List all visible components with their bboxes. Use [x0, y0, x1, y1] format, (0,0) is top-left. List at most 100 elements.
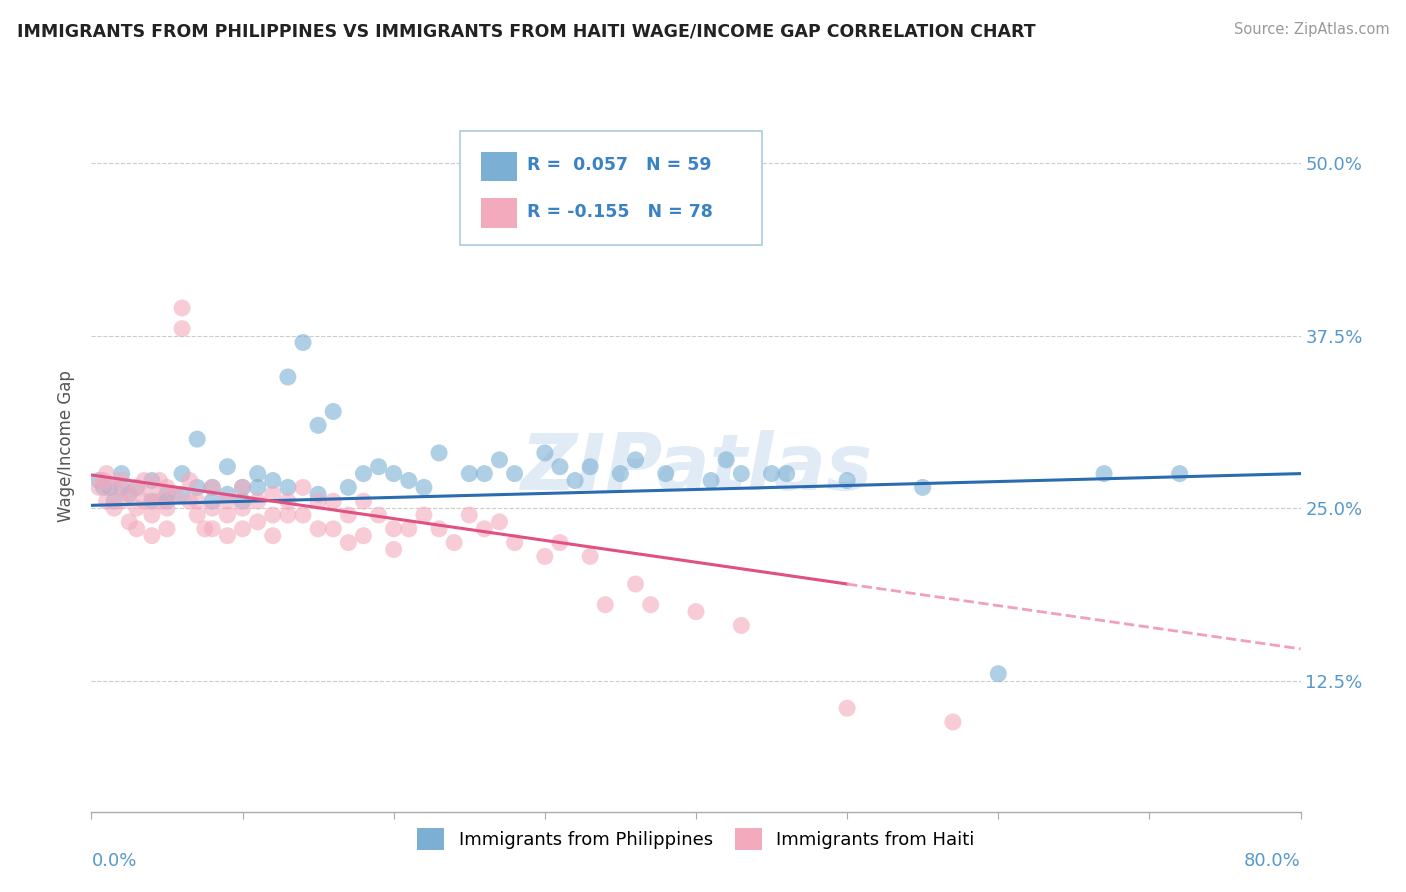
Point: [163, 487, 186, 501]
Point: [730, 467, 752, 481]
Point: [172, 487, 194, 501]
Point: [103, 480, 125, 494]
Point: [118, 487, 141, 501]
Point: [277, 494, 299, 508]
Point: [262, 474, 284, 488]
Point: [488, 452, 510, 467]
Point: [148, 474, 170, 488]
Point: [503, 535, 526, 549]
Point: [292, 480, 315, 494]
Point: [352, 494, 374, 508]
FancyBboxPatch shape: [460, 131, 762, 244]
Point: [125, 480, 148, 494]
Point: [217, 487, 239, 501]
Point: [93, 474, 115, 488]
Y-axis label: Wage/Income Gap: Wage/Income Gap: [58, 370, 76, 522]
Point: [186, 508, 208, 522]
Point: [201, 480, 224, 494]
Point: [172, 321, 194, 335]
Point: [413, 480, 436, 494]
Point: [156, 494, 179, 508]
Point: [337, 480, 360, 494]
Point: [111, 467, 132, 481]
Text: 0.0%: 0.0%: [91, 852, 136, 870]
Point: [595, 598, 617, 612]
Point: [911, 480, 934, 494]
Point: [548, 459, 571, 474]
Point: [398, 522, 420, 536]
Point: [987, 666, 1010, 681]
Point: [179, 494, 201, 508]
Text: ZIPatlas: ZIPatlas: [520, 430, 872, 506]
Point: [172, 467, 194, 481]
Point: [111, 474, 132, 488]
Point: [93, 480, 115, 494]
Point: [382, 467, 405, 481]
Point: [685, 225, 707, 239]
Point: [96, 494, 118, 508]
Point: [472, 522, 495, 536]
Point: [201, 501, 224, 516]
Point: [231, 480, 253, 494]
Point: [700, 474, 723, 488]
Point: [382, 542, 405, 557]
Point: [141, 529, 163, 543]
Point: [776, 467, 799, 481]
Point: [246, 480, 269, 494]
Point: [96, 467, 118, 481]
Point: [292, 508, 315, 522]
Point: [654, 467, 676, 481]
Point: [217, 529, 239, 543]
Point: [322, 404, 344, 418]
Point: [156, 522, 179, 536]
Point: [148, 494, 170, 508]
Point: [307, 418, 329, 433]
Point: [624, 577, 647, 591]
Point: [186, 494, 208, 508]
Point: [231, 494, 253, 508]
Point: [413, 508, 436, 522]
Text: R =  0.057   N = 59: R = 0.057 N = 59: [527, 156, 711, 174]
Point: [125, 480, 148, 494]
Point: [307, 487, 329, 501]
Point: [1168, 467, 1191, 481]
Point: [624, 452, 647, 467]
Point: [125, 501, 148, 516]
Point: [533, 549, 555, 564]
Point: [609, 467, 631, 481]
Point: [246, 494, 269, 508]
Point: [186, 432, 208, 446]
Point: [179, 474, 201, 488]
Point: [87, 474, 110, 488]
Point: [307, 494, 329, 508]
Point: [640, 598, 662, 612]
Point: [156, 480, 179, 494]
Point: [730, 618, 752, 632]
Point: [367, 508, 389, 522]
Point: [201, 522, 224, 536]
Point: [835, 474, 858, 488]
Point: [352, 529, 374, 543]
Point: [156, 501, 179, 516]
Point: [337, 508, 360, 522]
Point: [1092, 467, 1115, 481]
Point: [503, 467, 526, 481]
Point: [246, 467, 269, 481]
Point: [685, 605, 707, 619]
Bar: [481, 152, 517, 181]
Point: [458, 508, 481, 522]
Point: [262, 529, 284, 543]
Point: [472, 467, 495, 481]
Point: [186, 480, 208, 494]
Text: 80.0%: 80.0%: [1244, 852, 1301, 870]
Point: [231, 522, 253, 536]
Point: [942, 714, 965, 729]
Point: [714, 452, 737, 467]
Point: [118, 487, 141, 501]
Point: [141, 508, 163, 522]
Point: [103, 494, 125, 508]
Point: [367, 459, 389, 474]
Point: [579, 459, 602, 474]
Point: [141, 474, 163, 488]
Text: Source: ZipAtlas.com: Source: ZipAtlas.com: [1233, 22, 1389, 37]
